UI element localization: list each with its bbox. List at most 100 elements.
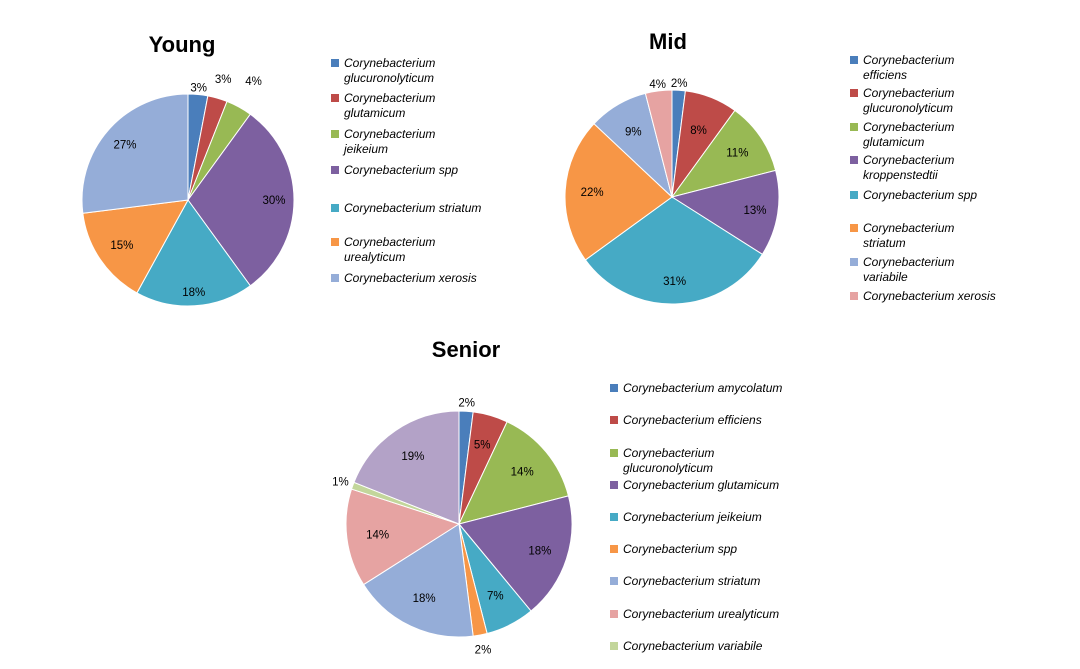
legend-item-corynebacterium-striatum: Corynebacterium striatum — [850, 221, 1050, 251]
pie-slice-corynebacterium-kroppenstedtii — [670, 169, 780, 256]
legend-label: Corynebacterium glucuronolyticum — [344, 56, 436, 85]
legend-label: Corynebacterium variabile — [623, 639, 763, 653]
legend-label: Corynebacterium glucuronolyticum — [863, 86, 955, 115]
legend-label: Corynebacterium efficiens — [623, 413, 762, 427]
legend-swatch — [331, 59, 339, 67]
legend-swatch — [850, 89, 858, 97]
data-label-corynebacterium-spp: 2% — [475, 645, 492, 657]
legend-swatch — [610, 642, 618, 650]
legend-item-corynebacterium-glutamicum: Corynebacterium glutamicum — [850, 120, 1050, 150]
data-label-corynebacterium-xerosis: 19% — [401, 451, 424, 463]
data-label-corynebacterium-amycolatum: 2% — [458, 397, 475, 409]
legend-label: Corynebacterium jeikeium — [344, 127, 436, 156]
legend-label: Corynebacterium urealyticum — [344, 235, 436, 264]
pie-chart-mid: 2% 8% 11% 13% 31% 22% 9% 4% — [564, 78, 780, 305]
legend-item-corynebacterium-jeikeium: Corynebacterium jeikeium — [610, 510, 810, 525]
data-label-corynebacterium-urealyticum: 14% — [366, 529, 389, 541]
legend-label: Corynebacterium spp — [344, 163, 459, 177]
legend-item-corynebacterium-efficiens: Corynebacterium efficiens — [850, 53, 1050, 83]
data-label-corynebacterium-xerosis: 4% — [649, 79, 666, 91]
data-label-corynebacterium-striatum: 18% — [413, 593, 436, 605]
legend-label: Corynebacterium spp — [623, 542, 738, 556]
pie-slice-corynebacterium-striatum — [564, 123, 673, 261]
legend-item-corynebacterium-spp: Corynebacterium spp — [610, 542, 810, 557]
legend-label: Corynebacterium urealyticum — [623, 607, 780, 621]
legend-item-corynebacterium-glucuronolyticum: Corynebacterium glucuronolyticum — [850, 86, 1050, 116]
legend-label: Corynebacterium glutamicum — [344, 91, 436, 120]
data-label-corynebacterium-striatum: 18% — [182, 287, 205, 299]
legend-item-corynebacterium-urealyticum: Corynebacterium urealyticum — [610, 607, 810, 622]
legend-label: Corynebacterium variabile — [863, 255, 955, 284]
legend-swatch — [850, 56, 858, 64]
legend-swatch — [850, 258, 858, 266]
legend-label: Corynebacterium spp — [863, 188, 978, 202]
chart-title-mid: Mid — [649, 29, 687, 54]
legend-item-corynebacterium-glucuronolyticum: Corynebacterium glucuronolyticum — [610, 446, 810, 476]
pie-slice-corynebacterium-glucuronolyticum — [458, 421, 570, 525]
legend-swatch — [850, 156, 858, 164]
pie-slice-corynebacterium-spp — [187, 113, 295, 287]
legend-item-corynebacterium-glutamicum: Corynebacterium glutamicum — [331, 91, 531, 121]
chart-title-young: Young — [148, 32, 216, 57]
chart-title-senior: Senior — [431, 337, 501, 362]
legend-item-corynebacterium-variabile: Corynebacterium variabile — [850, 255, 1050, 285]
legend-label: Corynebacterium jeikeium — [623, 510, 762, 524]
pie-slice-corynebacterium-xerosis — [353, 410, 460, 525]
pie-slice-corynebacterium-glutamicum — [458, 495, 573, 612]
legend-item-corynebacterium-xerosis: Corynebacterium xerosis — [331, 271, 531, 286]
legend-swatch — [331, 166, 339, 174]
legend-label: Corynebacterium striatum — [863, 221, 955, 250]
pie-slice-corynebacterium-striatum — [136, 199, 252, 307]
pie-slice-corynebacterium-xerosis — [81, 93, 189, 214]
data-label-corynebacterium-urealyticum: 15% — [110, 240, 133, 252]
legend-item-corynebacterium-efficiens: Corynebacterium efficiens — [610, 413, 810, 428]
legend-swatch — [610, 545, 618, 553]
pie-slice-corynebacterium-spp — [584, 196, 764, 305]
pie-slice-corynebacterium-xerosis — [644, 89, 673, 198]
legend-swatch — [610, 577, 618, 585]
legend-swatch — [610, 384, 618, 392]
data-label-corynebacterium-glucuronolyticum: 3% — [190, 83, 207, 95]
legend-swatch — [610, 610, 618, 618]
legend-item-corynebacterium-spp: Corynebacterium spp — [850, 188, 1050, 203]
legend-label: Corynebacterium striatum — [344, 201, 482, 215]
legend-swatch — [850, 224, 858, 232]
legend-label: Corynebacterium kroppenstedtii — [863, 153, 955, 182]
legend-swatch — [610, 513, 618, 521]
pie-chart-young: 3% 3% 4% 30% 18% 15% 27% — [81, 74, 295, 307]
legend-label: Corynebacterium xerosis — [863, 289, 996, 303]
legend-swatch — [331, 238, 339, 246]
data-label-corynebacterium-striatum: 22% — [581, 187, 604, 199]
data-label-corynebacterium-glucuronolyticum: 14% — [511, 467, 534, 479]
legend-item-corynebacterium-glutamicum: Corynebacterium glutamicum — [610, 478, 810, 493]
data-label-corynebacterium-efficiens: 2% — [671, 78, 688, 90]
legend-item-corynebacterium-glucuronolyticum: Corynebacterium glucuronolyticum — [331, 56, 531, 86]
pie-slice-corynebacterium-urealyticum — [345, 488, 461, 586]
pie-slice-corynebacterium-striatum — [362, 523, 474, 638]
data-label-corynebacterium-jeikeium: 7% — [487, 590, 504, 602]
pie-slice-corynebacterium-glutamicum — [670, 109, 777, 198]
legend-item-corynebacterium-urealyticum: Corynebacterium urealyticum — [331, 235, 531, 265]
data-label-corynebacterium-spp: 30% — [262, 195, 285, 207]
legend-item-corynebacterium-xerosis: Corynebacterium xerosis — [850, 289, 1050, 304]
legend-item-corynebacterium-jeikeium: Corynebacterium jeikeium — [331, 127, 531, 157]
data-label-corynebacterium-efficiens: 5% — [474, 439, 491, 451]
legend-swatch — [850, 292, 858, 300]
legend-swatch — [850, 123, 858, 131]
legend-swatch — [331, 130, 339, 138]
data-label-corynebacterium-glutamicum: 3% — [215, 74, 232, 86]
data-label-corynebacterium-variabile: 1% — [332, 476, 349, 488]
data-label-corynebacterium-glutamicum: 18% — [528, 545, 551, 557]
data-label-corynebacterium-glucuronolyticum: 8% — [690, 125, 707, 137]
legend-swatch — [610, 449, 618, 457]
legend-swatch — [331, 94, 339, 102]
legend-item-corynebacterium-spp: Corynebacterium spp — [331, 163, 531, 178]
legend-item-corynebacterium-striatum: Corynebacterium striatum — [610, 574, 810, 589]
legend-item-corynebacterium-kroppenstedtii: Corynebacterium kroppenstedtii — [850, 153, 1050, 183]
pie-slice-corynebacterium-urealyticum — [82, 199, 189, 294]
legend-item-corynebacterium-striatum: Corynebacterium striatum — [331, 201, 531, 216]
data-label-corynebacterium-variabile: 9% — [625, 127, 642, 139]
data-label-corynebacterium-glutamicum: 11% — [726, 148, 748, 160]
legend-swatch — [610, 481, 618, 489]
legend-item-corynebacterium-variabile: Corynebacterium variabile — [610, 639, 810, 654]
